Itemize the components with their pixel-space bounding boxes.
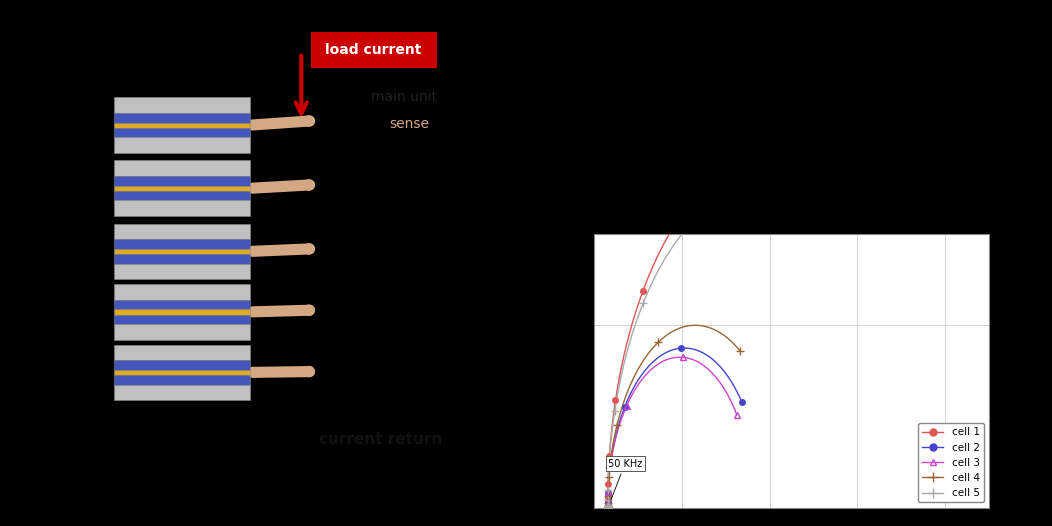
Bar (114, 224, 249, 239)
Text: current return: current return (319, 432, 443, 447)
Bar (114, 264, 249, 279)
Bar (114, 113, 249, 123)
FancyBboxPatch shape (310, 32, 437, 68)
Bar (114, 191, 249, 200)
Text: sense: sense (389, 117, 429, 130)
Bar (114, 200, 249, 216)
Bar (114, 97, 249, 113)
Legend: cell 1, cell 2, cell 3, cell 4, cell 5: cell 1, cell 2, cell 3, cell 4, cell 5 (918, 423, 984, 502)
Bar (114, 385, 249, 400)
Bar (114, 137, 249, 153)
Bar (114, 284, 249, 300)
Text: main unit: main unit (371, 90, 438, 104)
Bar (114, 160, 249, 176)
Bar (114, 186, 249, 191)
Bar (114, 123, 249, 128)
Text: 50 KHz: 50 KHz (608, 459, 642, 500)
Bar (114, 300, 249, 309)
Bar (114, 315, 249, 324)
Bar (114, 239, 249, 249)
Bar (114, 324, 249, 340)
Bar (114, 176, 249, 186)
Bar (114, 375, 249, 385)
Bar (114, 128, 249, 137)
Bar (114, 360, 249, 370)
Bar (114, 370, 249, 375)
Bar (114, 345, 249, 360)
Bar (114, 254, 249, 264)
Bar (114, 249, 249, 254)
Text: load current: load current (325, 43, 422, 57)
Bar (114, 309, 249, 315)
